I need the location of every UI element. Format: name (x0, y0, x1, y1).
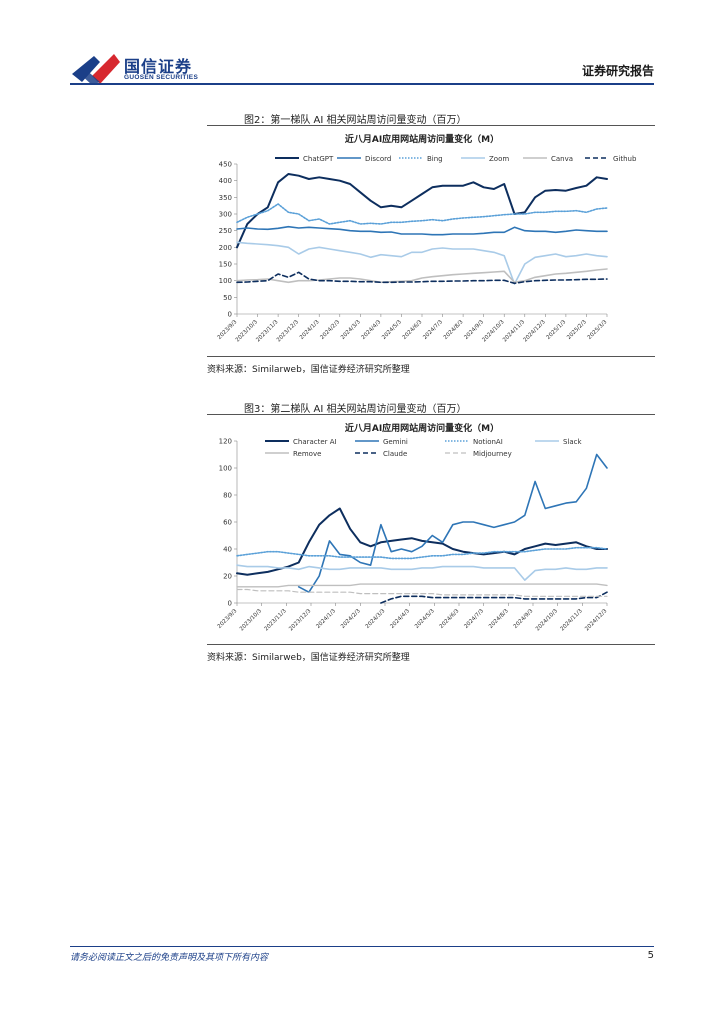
x-tick-label: 2024/4/3 (361, 319, 383, 341)
y-tick-label: 150 (219, 261, 232, 269)
x-tick-label: 2023/10/3 (239, 608, 264, 633)
x-tick-label: 2024/2/3 (319, 319, 341, 341)
series-line-canva (236, 268, 608, 284)
x-tick-label: 2024/11/3 (560, 608, 585, 633)
legend-label-gemini: Gemini (383, 438, 408, 446)
y-tick-label: 40 (223, 546, 232, 554)
x-tick-label: 2024/7/3 (422, 319, 444, 341)
chart-title: 近八月AI应用网站周访问量变化（M） (345, 133, 499, 145)
x-tick-label: 2024/5/3 (414, 608, 436, 630)
y-tick-label: 120 (219, 438, 232, 446)
legend-label-canva: Canva (551, 155, 573, 163)
x-tick-label: 2024/4/3 (389, 608, 411, 630)
y-tick-label: 450 (219, 161, 232, 169)
series-line-bing (236, 203, 608, 225)
series-line-claude (380, 591, 608, 604)
y-tick-label: 60 (223, 519, 232, 527)
x-tick-label: 2024/5/3 (381, 319, 403, 341)
chart-title: 近八月AI应用网站周访问量变化（M） (345, 422, 499, 434)
legend-label-chatgpt: ChatGPT (303, 155, 334, 163)
x-tick-label: 2023/12/3 (288, 608, 313, 633)
series-line-chatgpt (236, 173, 608, 249)
legend-label-notionai: NotionAI (473, 438, 503, 446)
x-tick-label: 2024/6/3 (439, 608, 461, 630)
x-tick-label: 2024/3/3 (340, 319, 362, 341)
figure-2-title: 图2：第一梯队 AI 相关网站周访问量变动（百万） (244, 115, 467, 126)
series-line-notionai (236, 546, 608, 560)
legend-label-github: Github (613, 155, 637, 163)
x-tick-label: 2025/1/3 (546, 319, 568, 341)
series-line-slack (236, 564, 608, 581)
y-tick-label: 0 (228, 311, 232, 319)
legend-label-bing: Bing (427, 155, 443, 163)
logo-text-en: GUOSEN SECURITIES (124, 74, 199, 81)
x-tick-label: 2024/9/3 (513, 608, 535, 630)
series-line-gemini (297, 453, 608, 593)
figure-2-top-rule (207, 125, 655, 126)
x-tick-label: 2024/12/3 (523, 319, 548, 344)
x-tick-label: 2023/11/3 (264, 608, 289, 633)
logo-mark-icon (72, 54, 120, 85)
y-tick-label: 400 (219, 177, 232, 185)
y-tick-label: 100 (219, 277, 232, 285)
footer-disclaimer: 请务必阅读正文之后的免责声明及其项下所有内容 (70, 953, 269, 963)
figure-3-bottom-rule (207, 644, 655, 645)
x-tick-label: 2024/3/3 (365, 608, 387, 630)
x-tick-label: 2023/12/3 (276, 319, 301, 344)
x-tick-label: 2025/3/3 (587, 319, 609, 341)
footer-divider (70, 946, 654, 947)
figure-3-top-rule (207, 414, 655, 415)
company-logo: 国信证券 GUOSEN SECURITIES (70, 52, 210, 86)
header-divider (70, 83, 654, 85)
x-tick-label: 2024/1/3 (315, 608, 337, 630)
series-line-remove (236, 583, 608, 588)
logo-text-cn: 国信证券 (124, 57, 193, 76)
y-tick-label: 20 (223, 573, 232, 581)
legend-label-remove: Remove (293, 450, 321, 458)
series-line-character-ai (236, 507, 608, 576)
y-tick-label: 80 (223, 492, 232, 500)
y-tick-label: 50 (223, 294, 232, 302)
legend-label-zoom: Zoom (489, 155, 509, 163)
y-tick-label: 300 (219, 211, 232, 219)
x-tick-label: 2025/2/3 (566, 319, 588, 341)
legend-label-character-ai: Character AI (293, 438, 337, 446)
legend-label-claude: Claude (383, 450, 407, 458)
report-type: 证券研究报告 (581, 64, 654, 78)
x-tick-label: 2024/8/3 (488, 608, 510, 630)
figure-3-source: 资料来源：Similarweb，国信证券经济研究所整理 (207, 653, 410, 663)
figure-2-bottom-rule (207, 356, 655, 357)
y-tick-label: 200 (219, 244, 232, 252)
legend-label-midjourney: Midjourney (473, 450, 512, 458)
y-tick-label: 250 (219, 227, 232, 235)
x-tick-label: 2024/12/3 (584, 608, 609, 633)
chart-tier2-weekly-visits: 近八月AI应用网站周访问量变化（M） Character AI Gemini Noti… (217, 422, 609, 633)
figure-3-title: 图3：第二梯队 AI 相关网站周访问量变动（百万） (244, 404, 467, 415)
y-tick-label: 100 (219, 465, 232, 473)
legend-label-slack: Slack (563, 438, 583, 446)
series-line-midjourney (236, 588, 608, 597)
x-tick-label: 2024/6/3 (402, 319, 424, 341)
x-tick-label: 2024/2/3 (340, 608, 362, 630)
x-tick-label: 2024/10/3 (535, 608, 560, 633)
series-line-github (236, 271, 608, 285)
series-line-zoom (236, 241, 608, 285)
x-tick-label: 2024/7/3 (463, 608, 485, 630)
x-tick-label: 2023/9/3 (217, 608, 239, 630)
page-number: 5 (647, 950, 654, 961)
x-tick-label: 2024/8/3 (443, 319, 465, 341)
legend-label-discord: Discord (365, 155, 391, 163)
series-line-discord (236, 225, 608, 236)
chart-tier1-weekly-visits: 近八月AI应用网站周访问量变化（M） ChatGPT Discord Bing Zoom… (217, 133, 637, 344)
y-tick-label: 0 (228, 600, 232, 608)
y-tick-label: 350 (219, 194, 232, 202)
figure-2-source: 资料来源：Similarweb，国信证券经济研究所整理 (207, 365, 410, 375)
x-tick-label: 2024/1/3 (299, 319, 321, 341)
